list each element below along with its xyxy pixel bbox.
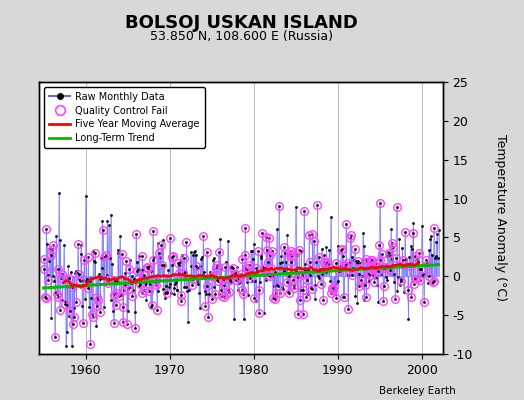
Y-axis label: Temperature Anomaly (°C): Temperature Anomaly (°C) — [494, 134, 507, 302]
Text: BOLSOJ USKAN ISLAND: BOLSOJ USKAN ISLAND — [125, 14, 357, 32]
Text: 53.850 N, 108.600 E (Russia): 53.850 N, 108.600 E (Russia) — [149, 30, 333, 43]
Text: Berkeley Earth: Berkeley Earth — [379, 386, 456, 396]
Legend: Raw Monthly Data, Quality Control Fail, Five Year Moving Average, Long-Term Tren: Raw Monthly Data, Quality Control Fail, … — [44, 87, 205, 148]
